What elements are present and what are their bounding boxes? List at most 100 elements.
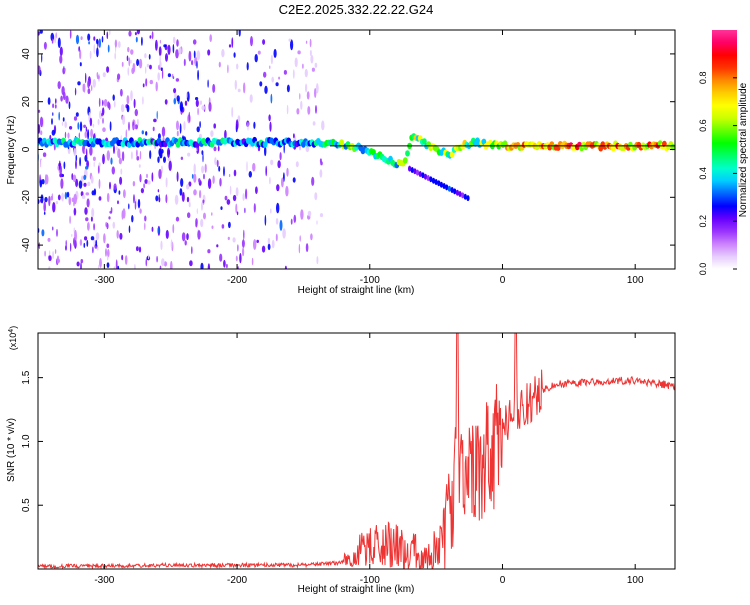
spectrogram-cell <box>195 218 198 226</box>
spectrogram-cell <box>85 126 88 133</box>
spectrogram-cell <box>196 126 200 133</box>
spectrogram-cell <box>201 150 204 155</box>
x-tick-label: 0 <box>500 275 506 286</box>
spectrogram-cell <box>186 196 190 203</box>
spectrogram-cell <box>172 44 175 54</box>
spectrogram-cell <box>315 105 317 114</box>
spectrogram-cell <box>74 87 77 96</box>
spectrogram-cell <box>267 243 271 251</box>
spectrogram-cell <box>108 216 111 220</box>
spectrogram-cell <box>109 30 111 36</box>
spectrogram-cell <box>305 83 308 93</box>
spectrogram-cell <box>249 94 253 103</box>
spectrogram-cell <box>87 129 90 140</box>
colorbar-label: Normalized spectral amplitude <box>738 82 749 217</box>
colorbar: 0.0 0.2 0.4 0.6 0.8 Normalized spectral ampl… <box>698 30 749 275</box>
spectrogram-x-ticks: -300 -200 -100 0 100 <box>94 30 644 286</box>
spectrogram-cell <box>270 159 274 166</box>
spectrogram-cell <box>183 58 186 67</box>
spectrogram-cell <box>83 242 86 248</box>
spectrogram-cell <box>127 67 130 76</box>
spectrogram-cell <box>233 169 237 177</box>
spectrogram-cell <box>288 38 292 42</box>
spectrogram-cell <box>153 118 157 123</box>
spectrogram-cell <box>180 156 184 160</box>
spectrogram-cell <box>60 178 64 189</box>
spectrogram-cell <box>158 197 161 203</box>
spectrogram-cell <box>62 117 65 122</box>
spectrogram-cell <box>52 202 56 213</box>
spectrogram-cell <box>75 159 77 170</box>
spectrogram-cell <box>51 118 53 125</box>
spectrogram-cell <box>199 190 202 199</box>
spectrogram-cell <box>151 31 154 40</box>
colorbar-tick-label: 0.4 <box>698 167 708 180</box>
spectrogram-cell <box>69 30 72 39</box>
spectrogram-cell <box>117 41 121 48</box>
spectrogram-cell <box>264 85 268 94</box>
spectrogram-cell <box>287 111 290 123</box>
spectrogram-cell <box>52 251 54 259</box>
spectrogram-cell <box>39 179 43 188</box>
spectrogram-cell <box>172 36 176 44</box>
spectrogram-cell <box>156 255 158 263</box>
spectrogram-ridge-cell <box>402 157 408 164</box>
spectrogram-cell <box>128 57 131 67</box>
spectrogram-cell <box>142 83 145 88</box>
spectrogram-cell <box>99 258 102 268</box>
spectrogram-cell <box>279 219 283 231</box>
colorbar-tick-label: 0.2 <box>698 215 708 228</box>
spectrogram-cell <box>106 262 110 268</box>
spectrogram-cell <box>93 237 95 248</box>
spectrogram-cell <box>139 58 143 69</box>
spectrogram-cell <box>199 121 201 128</box>
spectrogram-cell <box>228 173 231 178</box>
spectrogram-cell <box>279 152 282 161</box>
spectrogram-cell <box>80 175 84 183</box>
spectrogram-cell <box>216 159 219 167</box>
spectrogram-cell <box>149 150 152 160</box>
spectrogram-cell <box>273 162 278 168</box>
spectrogram-cell <box>57 194 61 201</box>
spectrogram-cell <box>208 102 212 112</box>
spectrogram-cell <box>128 225 131 233</box>
snr-panel: -300 -200 -100 0 100 0.5 1.0 1.5 Height of str… <box>6 326 676 595</box>
spectrogram-cell <box>68 196 72 206</box>
spectrogram-cell <box>163 44 167 48</box>
spectrogram-cell <box>111 166 116 175</box>
spectrogram-branch-cell <box>442 183 446 189</box>
spectrogram-cell <box>235 119 239 130</box>
spectrogram-cell <box>191 60 194 66</box>
spectrogram-cell <box>277 160 281 169</box>
spectrogram-cell <box>275 82 279 87</box>
spectrogram-cell <box>119 232 123 240</box>
spectrogram-cell <box>159 39 161 44</box>
spectrogram-cell <box>298 243 301 254</box>
spectrogram-cell <box>161 258 165 267</box>
spectrogram-cell <box>310 233 313 241</box>
spectrogram-cell <box>196 50 201 61</box>
spectrogram-cell <box>146 173 148 179</box>
spectrogram-cell <box>238 30 241 37</box>
spectrogram-cell <box>84 131 88 139</box>
spectrogram-cell <box>41 179 45 185</box>
spectrogram-cell <box>64 191 68 200</box>
spectrogram-cell <box>106 222 109 230</box>
spectrogram-cell <box>311 67 315 72</box>
spectrogram-cell <box>197 230 201 240</box>
spectrogram-cell <box>159 265 162 269</box>
spectrogram-cell <box>89 117 93 127</box>
spectrogram-cell <box>159 61 162 68</box>
spectrogram-branch-cell <box>410 167 414 173</box>
spectrogram-cell <box>213 123 216 129</box>
spectrogram-cell <box>188 201 191 208</box>
spectrogram-cell <box>40 159 44 169</box>
spectrogram-cell <box>207 263 211 269</box>
spectrogram-cell <box>199 100 203 105</box>
spectrogram-cell <box>139 174 142 183</box>
spectrogram-cell <box>75 178 79 188</box>
spectrogram-cell <box>236 211 239 216</box>
spectrogram-cell <box>198 178 201 183</box>
spectrogram-cell <box>48 195 51 207</box>
spectrogram-cell <box>92 79 97 88</box>
